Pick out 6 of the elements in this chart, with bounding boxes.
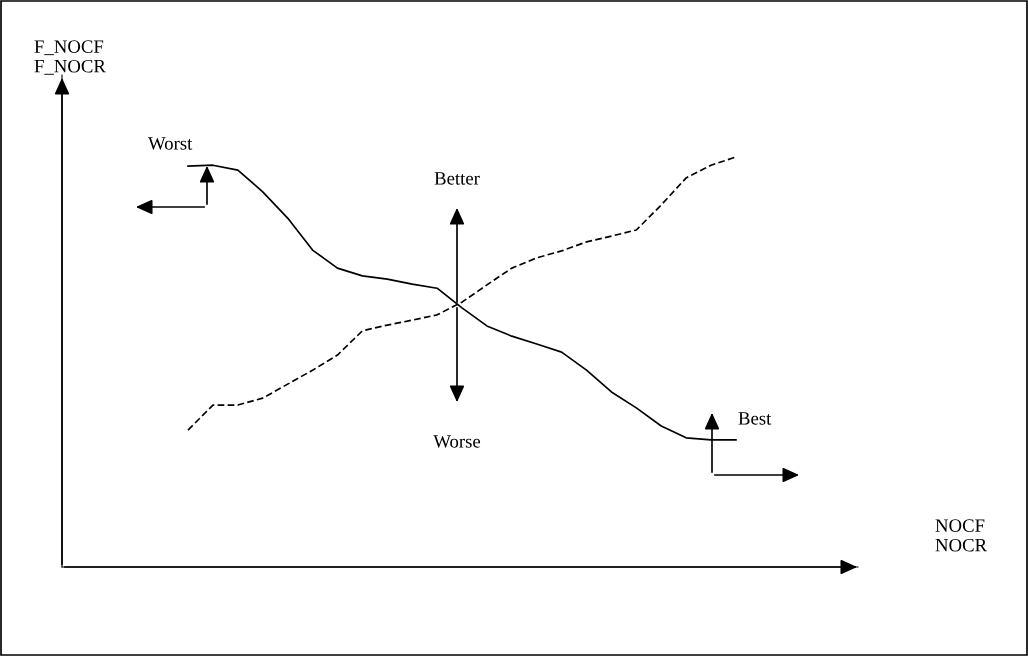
annotation: Worse xyxy=(433,435,481,448)
text: Worst xyxy=(148,137,193,150)
text: F_NOCF F_NOCR xyxy=(34,40,106,75)
annotation: Better xyxy=(434,172,480,185)
annotation: Best xyxy=(738,412,772,425)
text: NOCF NOCR xyxy=(935,519,988,552)
